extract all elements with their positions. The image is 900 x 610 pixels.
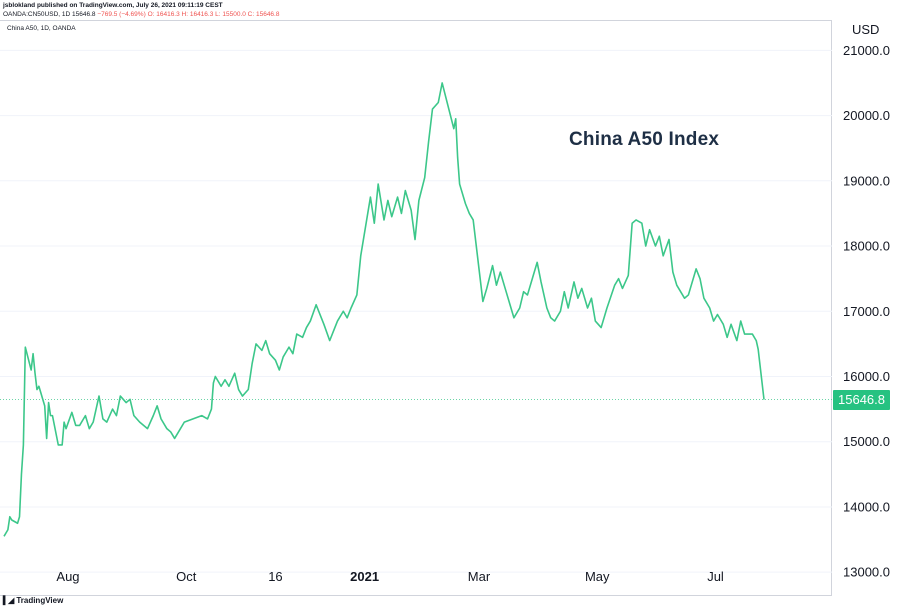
x-axis-ticks: Aug Oct 16 2021 Mar May Jul	[56, 569, 724, 584]
grid-lines	[0, 49, 832, 573]
x-tick-label: Oct	[176, 569, 197, 584]
y-tick-label: 19000.0	[843, 173, 890, 188]
price-series-line	[3, 82, 765, 537]
x-tick-label: Aug	[56, 569, 79, 584]
y-tick-label: 21000.0	[843, 43, 890, 58]
price-change: −769.5 (−4.69%)	[97, 11, 146, 18]
chart-annotation-text: China A50 Index	[569, 129, 720, 150]
x-tick-label: Mar	[468, 569, 491, 584]
tradingview-logo-text: TradingView	[16, 596, 64, 605]
published-info: jsblokland published on TradingView.com,…	[3, 2, 223, 9]
x-tick-label: 16	[268, 569, 282, 584]
last-price: 15646.8	[72, 11, 96, 18]
y-axis-ticks: 21000.0 20000.0 19000.0 18000.0 17000.0 16000…	[843, 43, 890, 580]
symbol-info-line: OANDA:CN50USD, 1D 15646.8 −769.5 (−4.69%…	[3, 10, 279, 19]
y-tick-label: 17000.0	[843, 304, 890, 319]
chart-symbol-label: China A50, 1D, OANDA	[7, 25, 76, 32]
chart-header: jsblokland published on TradingView.com,…	[3, 1, 279, 19]
symbol-resolution: OANDA:CN50USD, 1D	[3, 11, 71, 18]
chart-pane[interactable]	[0, 20, 832, 596]
y-tick-label: 20000.0	[843, 108, 890, 123]
tradingview-logo-icon: ▍◢	[3, 596, 14, 605]
ohlc-values: O: 16416.3 H: 16416.3 L: 15500.0 C: 1564…	[147, 11, 280, 18]
currency-label: USD	[852, 22, 880, 37]
y-tick-label: 16000.0	[843, 369, 890, 384]
x-tick-label: May	[585, 569, 610, 584]
y-tick-label: 18000.0	[843, 239, 890, 254]
y-tick-label: 15000.0	[843, 434, 890, 449]
last-price-tag: 15646.8	[833, 389, 890, 410]
tradingview-footer[interactable]: ▍◢ TradingView	[3, 596, 63, 605]
x-tick-label: 2021	[350, 569, 379, 584]
y-tick-label: 13000.0	[843, 565, 890, 580]
y-tick-label: 14000.0	[843, 499, 890, 514]
x-tick-label: Jul	[707, 569, 724, 584]
